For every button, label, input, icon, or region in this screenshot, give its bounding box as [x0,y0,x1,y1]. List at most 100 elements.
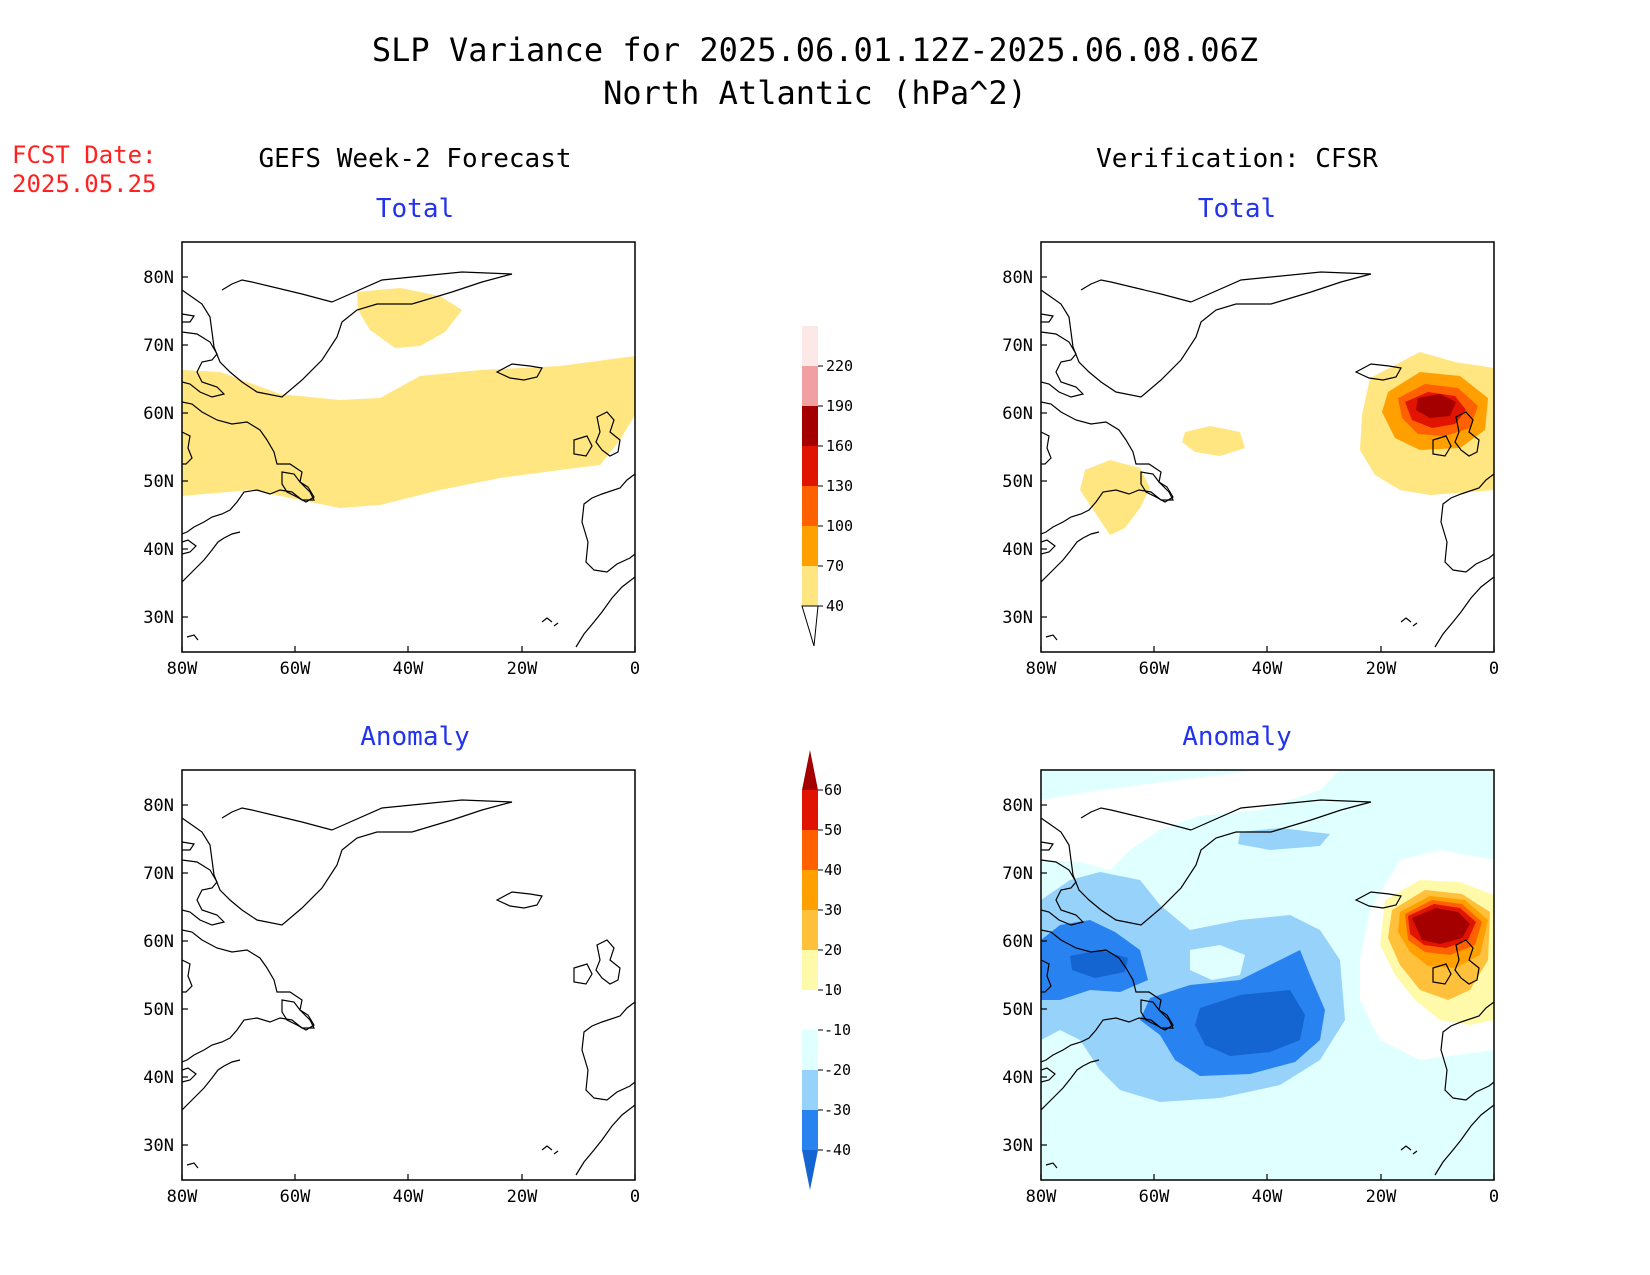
lat-label: 60N [1002,404,1033,424]
lon-label: 40W [1252,1187,1283,1207]
colorbar-anomaly-box [802,1030,818,1070]
lon-label: 0 [1489,659,1499,679]
colorbar-anomaly-box [802,830,818,870]
colorbar-anomaly-label: -20 [824,1061,851,1079]
lon-label: 80W [1026,659,1057,679]
colorbar-total-box [802,526,818,566]
lat-label: 70N [1002,336,1033,356]
lat-label: 50N [1002,1000,1033,1020]
lat-label: 60N [1002,932,1033,952]
lat-label: 40N [143,1068,174,1088]
colorbar-anomaly-label: 50 [824,821,842,839]
colorbar-total-box [802,486,818,526]
cfsr-anomaly-plus60 [1412,908,1470,944]
gefs-anomaly-map [181,769,636,1181]
colorbar-total-box [802,326,818,366]
lat-label: 80N [143,268,174,288]
lat-label: 60N [143,932,174,952]
colorbar-total-label: 160 [826,437,853,455]
colorbar-anomaly-box [802,950,818,990]
cfsr-total-patch-west [1080,460,1150,535]
cfsr-total-title: Total [1198,194,1276,224]
colorbar-total-box [802,406,818,446]
lat-label: 70N [143,336,174,356]
cfsr-anomaly-map [1040,769,1495,1181]
title-line-1: SLP Variance for 2025.06.01.12Z-2025.06.… [372,31,1258,69]
colorbar-anomaly-label: 20 [824,941,842,959]
colorbar-anomaly-box [802,1110,818,1150]
gefs-total-title: Total [376,194,454,224]
lat-label: 80N [1002,796,1033,816]
cfsr-total-160-190 [1416,394,1456,418]
colorbar-anomaly-label: -10 [824,1021,851,1039]
lon-label: 80W [167,1187,198,1207]
lon-label: 0 [630,1187,640,1207]
cfsr-anomaly-minus40-central [1195,990,1305,1056]
lon-label: 60W [280,659,311,679]
gefs-total-band-40-70 [182,356,635,508]
lon-label: 60W [1139,659,1170,679]
gefs-total-greenland-patch [357,288,462,348]
lat-label: 50N [143,1000,174,1020]
lat-label: 30N [1002,1136,1033,1156]
lon-label: 40W [393,1187,424,1207]
lon-label: 60W [1139,1187,1170,1207]
lon-label: 20W [1366,659,1397,679]
lon-label: 20W [1366,1187,1397,1207]
lon-label: 20W [507,659,538,679]
right-column-header: Verification: CFSR [1096,144,1378,174]
fcst-date-value: 2025.05.25 [12,170,157,198]
map-axes: 80N 70N 60N 50N 40N 30N 80W 60W 40W 20W 0 80N 70N 60N… [143,268,1499,1207]
lon-label: 40W [1252,659,1283,679]
colorbar-anomaly-label: 30 [824,901,842,919]
left-column-header: GEFS Week-2 Forecast [258,144,571,174]
fcst-date-label: FCST Date: [12,141,157,169]
lon-label: 80W [1026,1187,1057,1207]
lon-label: 0 [1489,1187,1499,1207]
colorbar-anomaly-box [802,790,818,830]
colorbar-total: 40 70 100 130 160 190 220 [801,286,853,647]
lat-label: 30N [143,608,174,628]
lat-label: 40N [1002,540,1033,560]
colorbar-anomaly-label: -40 [824,1141,851,1159]
gefs-total-map [181,241,636,653]
colorbar-anomaly-label: -30 [824,1101,851,1119]
cfsr-total-patch-mid [1182,426,1245,456]
lat-label: 40N [1002,1068,1033,1088]
colorbar-anomaly-box [802,1070,818,1110]
title-line-2: North Atlantic (hPa^2) [603,74,1027,112]
lat-label: 50N [143,472,174,492]
colorbar-total-label: 40 [826,597,844,615]
lat-label: 50N [1002,472,1033,492]
cfsr-anomaly-minus20-north [1238,828,1330,850]
lat-label: 80N [143,796,174,816]
gefs-anomaly-title: Anomaly [360,722,470,752]
colorbar-total-upper-triangle [802,286,818,326]
colorbar-total-box [802,366,818,406]
colorbar-total-label: 220 [826,357,853,375]
lat-label: 40N [143,540,174,560]
cfsr-anomaly-white-greenland [1041,770,1340,870]
lon-label: 80W [167,659,198,679]
colorbar-anomaly-lower-triangle [802,1150,818,1190]
cfsr-anomaly-white-hole [1190,945,1245,980]
cfsr-anomaly-title: Anomaly [1182,722,1292,752]
colorbar-total-box [802,566,818,606]
colorbar-anomaly: -40 -30 -20 -10 10 20 30 40 50 60 [802,750,851,1190]
colorbar-anomaly-label: 40 [824,861,842,879]
colorbar-total-label: 100 [826,517,853,535]
lat-label: 30N [1002,608,1033,628]
colorbar-total-label: 190 [826,397,853,415]
cfsr-anomaly-minus40-labrador [1070,950,1128,978]
colorbar-anomaly-label: 60 [824,781,842,799]
colorbar-anomaly-upper-triangle [802,750,818,790]
colorbar-total-box [802,446,818,486]
lat-label: 70N [1002,864,1033,884]
lon-label: 60W [280,1187,311,1207]
colorbar-total-label: 130 [826,477,853,495]
colorbar-total-label: 70 [826,557,844,575]
lat-label: 80N [1002,268,1033,288]
colorbar-anomaly-box [802,910,818,950]
cfsr-total-map [1040,241,1495,653]
